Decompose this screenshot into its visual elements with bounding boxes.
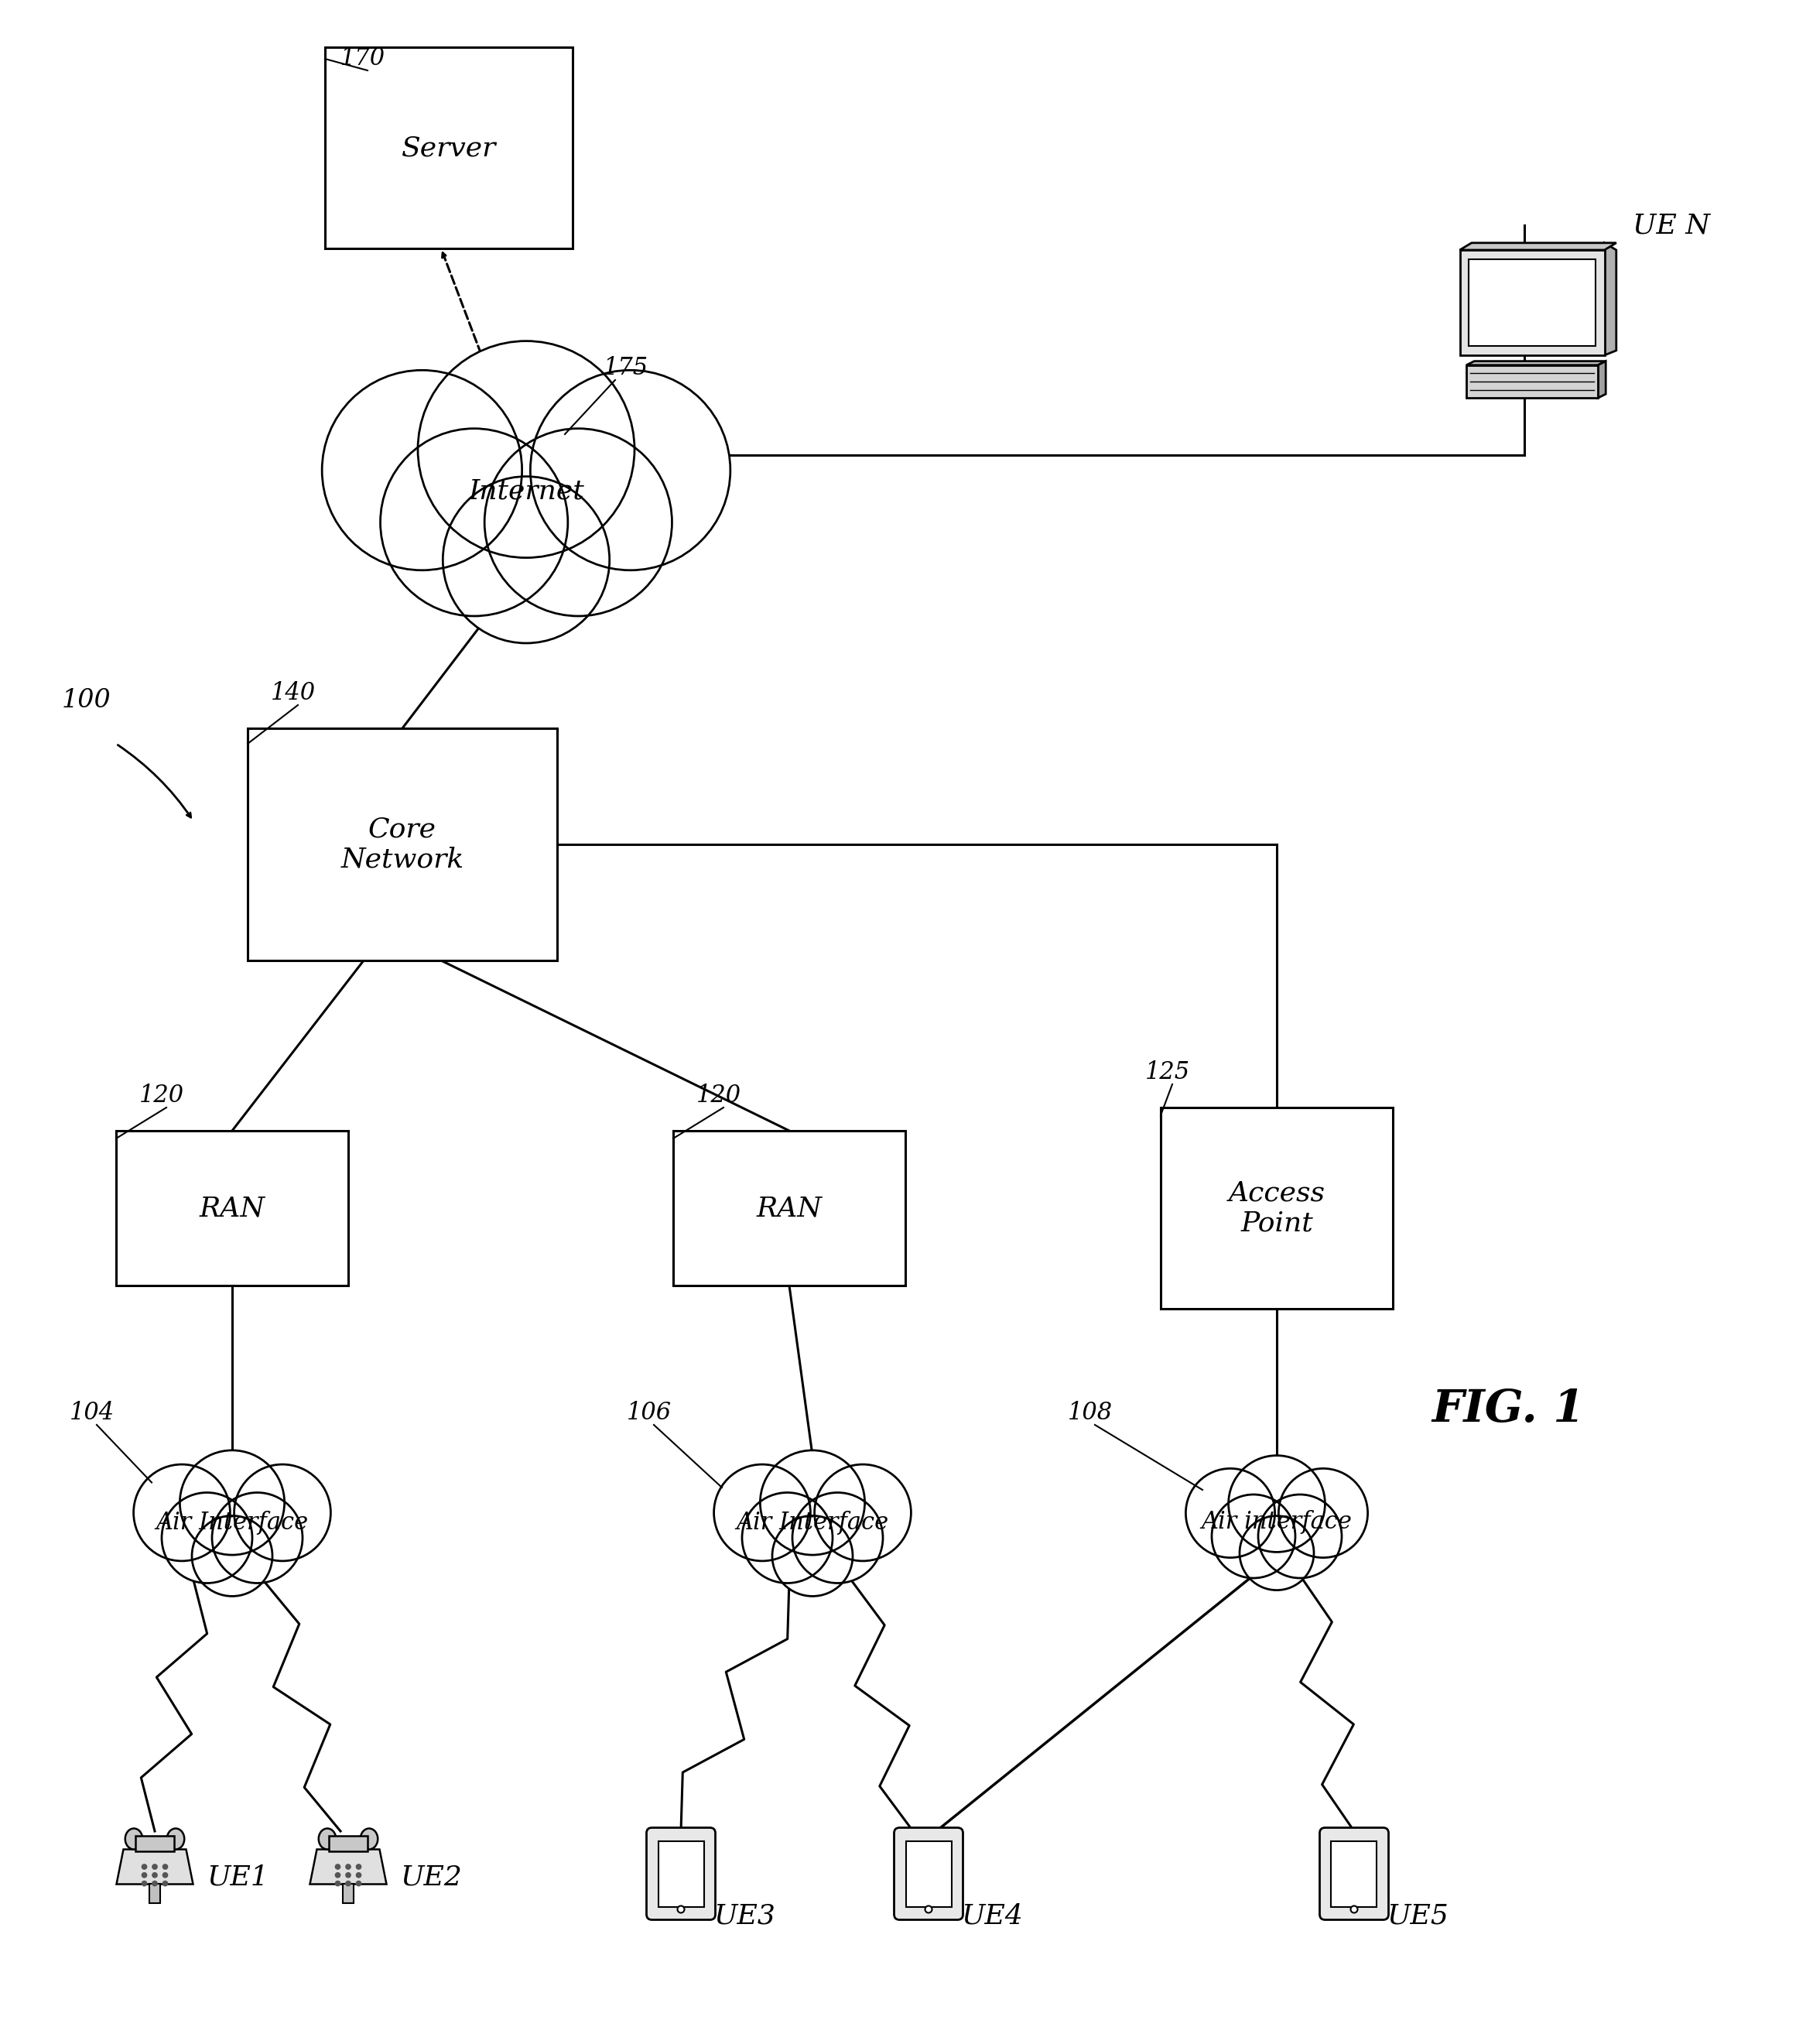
Circle shape xyxy=(143,1880,146,1887)
Circle shape xyxy=(773,1517,852,1596)
Bar xyxy=(150,1883,161,1903)
Text: 106: 106 xyxy=(627,1400,672,1425)
Text: UE1: UE1 xyxy=(208,1864,269,1891)
Text: UE5: UE5 xyxy=(1387,1903,1448,1930)
Bar xyxy=(343,1883,354,1903)
Circle shape xyxy=(345,1864,350,1868)
Bar xyxy=(657,1842,704,1907)
Circle shape xyxy=(925,1905,932,1913)
Bar xyxy=(116,1130,349,1286)
Circle shape xyxy=(1228,1455,1326,1551)
Bar xyxy=(1161,1108,1392,1308)
Text: RAN: RAN xyxy=(199,1196,265,1222)
Circle shape xyxy=(134,1464,229,1562)
Circle shape xyxy=(152,1880,157,1887)
Text: UE2: UE2 xyxy=(401,1864,462,1891)
Circle shape xyxy=(484,429,672,615)
Circle shape xyxy=(713,1464,811,1562)
Circle shape xyxy=(163,1492,253,1584)
Bar xyxy=(905,1842,952,1907)
Circle shape xyxy=(815,1464,910,1562)
Circle shape xyxy=(163,1880,168,1887)
Circle shape xyxy=(143,1864,146,1868)
Circle shape xyxy=(356,1872,361,1878)
Bar xyxy=(135,1836,173,1852)
Bar xyxy=(674,1130,905,1286)
FancyBboxPatch shape xyxy=(1320,1827,1389,1919)
Text: UE N: UE N xyxy=(1633,213,1710,239)
Circle shape xyxy=(742,1492,833,1584)
Bar xyxy=(325,47,573,249)
Ellipse shape xyxy=(166,1829,184,1850)
Polygon shape xyxy=(1466,362,1606,366)
Text: 120: 120 xyxy=(139,1083,184,1108)
Circle shape xyxy=(356,1880,361,1887)
Text: Internet: Internet xyxy=(468,478,583,505)
Text: UE4: UE4 xyxy=(963,1903,1024,1930)
Text: 108: 108 xyxy=(1067,1400,1112,1425)
Ellipse shape xyxy=(125,1829,143,1850)
Text: Air Interface: Air Interface xyxy=(737,1511,889,1535)
Text: Access
Point: Access Point xyxy=(1228,1179,1326,1237)
Circle shape xyxy=(677,1905,684,1913)
Ellipse shape xyxy=(318,1829,336,1850)
Text: 125: 125 xyxy=(1145,1061,1190,1083)
Circle shape xyxy=(336,1880,340,1887)
Bar xyxy=(1468,260,1595,345)
Bar xyxy=(1466,366,1598,399)
Circle shape xyxy=(143,1872,146,1878)
FancyBboxPatch shape xyxy=(894,1827,963,1919)
Circle shape xyxy=(1187,1468,1275,1558)
Circle shape xyxy=(191,1517,273,1596)
Text: Core
Network: Core Network xyxy=(341,816,464,873)
Text: Air interface: Air interface xyxy=(1201,1511,1353,1535)
Circle shape xyxy=(336,1872,340,1878)
Polygon shape xyxy=(116,1850,193,1885)
Circle shape xyxy=(1279,1468,1367,1558)
Text: 140: 140 xyxy=(271,681,316,705)
Circle shape xyxy=(211,1492,303,1584)
Circle shape xyxy=(321,370,522,570)
Circle shape xyxy=(336,1864,340,1868)
Circle shape xyxy=(1239,1517,1315,1590)
Text: Air Interface: Air Interface xyxy=(155,1511,309,1535)
Circle shape xyxy=(235,1464,330,1562)
Text: UE3: UE3 xyxy=(713,1903,777,1930)
Circle shape xyxy=(1259,1494,1342,1578)
Text: FIG. 1: FIG. 1 xyxy=(1432,1388,1584,1431)
Circle shape xyxy=(152,1872,157,1878)
Circle shape xyxy=(163,1864,168,1868)
Circle shape xyxy=(163,1872,168,1878)
Circle shape xyxy=(760,1451,865,1555)
Text: 170: 170 xyxy=(341,47,385,69)
Text: 175: 175 xyxy=(603,356,648,380)
Circle shape xyxy=(1212,1494,1295,1578)
Polygon shape xyxy=(311,1850,386,1885)
Ellipse shape xyxy=(361,1829,377,1850)
Polygon shape xyxy=(1598,362,1606,399)
Circle shape xyxy=(793,1492,883,1584)
FancyBboxPatch shape xyxy=(647,1827,715,1919)
Text: 104: 104 xyxy=(70,1400,114,1425)
Circle shape xyxy=(417,341,634,558)
Circle shape xyxy=(181,1451,284,1555)
Bar xyxy=(1331,1842,1376,1907)
Circle shape xyxy=(1351,1905,1358,1913)
Polygon shape xyxy=(1459,243,1616,249)
Circle shape xyxy=(152,1864,157,1868)
Text: 100: 100 xyxy=(61,689,112,713)
Text: Server: Server xyxy=(401,135,497,161)
Text: RAN: RAN xyxy=(757,1196,822,1222)
Circle shape xyxy=(345,1872,350,1878)
Circle shape xyxy=(531,370,730,570)
Bar xyxy=(1459,249,1604,356)
Text: 120: 120 xyxy=(697,1083,742,1108)
Circle shape xyxy=(345,1880,350,1887)
Bar xyxy=(247,728,556,961)
Circle shape xyxy=(442,476,609,644)
Circle shape xyxy=(356,1864,361,1868)
Circle shape xyxy=(381,429,567,615)
Polygon shape xyxy=(1604,243,1616,356)
Bar xyxy=(329,1836,368,1852)
